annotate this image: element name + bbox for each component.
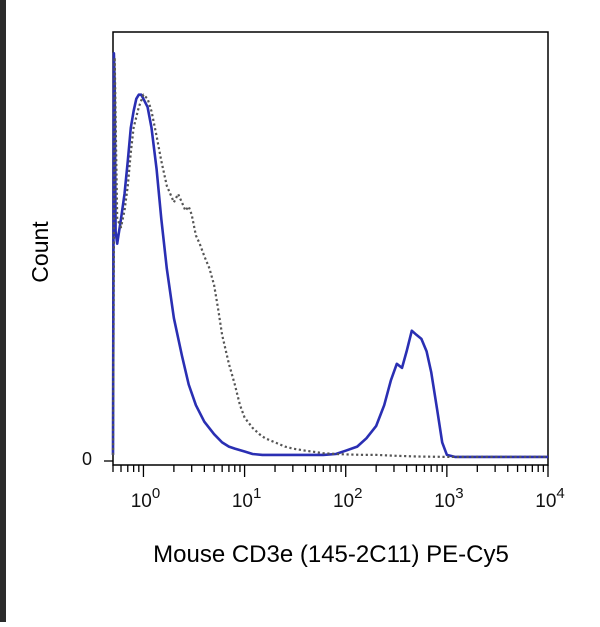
x-axis-label: Mouse CD3e (145-2C11) PE-Cy5 — [153, 541, 509, 568]
x-tick-base: 10 — [131, 491, 152, 512]
x-tick-exponent: 4 — [556, 485, 564, 502]
x-tick-exponent: 3 — [455, 485, 463, 502]
x-tick-exponent: 2 — [354, 485, 362, 502]
x-tick-label: 102 — [333, 485, 362, 512]
x-tick-label: 103 — [434, 485, 463, 512]
series-line-stained — [111, 51, 548, 459]
x-tick-label: 101 — [232, 485, 261, 512]
x-tick-base: 10 — [232, 491, 253, 512]
x-tick-exponent: 1 — [253, 485, 261, 502]
window-edge — [0, 0, 6, 622]
x-tick-exponent: 0 — [152, 485, 160, 502]
x-tick-label: 104 — [535, 485, 564, 512]
x-tick-label: 100 — [131, 485, 160, 512]
x-tick-base: 10 — [535, 491, 556, 512]
y-tick-label: 0 — [82, 449, 92, 469]
y-axis-label: Count — [27, 221, 53, 283]
x-tick-base: 10 — [434, 491, 455, 512]
series-line-control — [111, 56, 548, 458]
plot-frame — [112, 31, 549, 466]
x-tick-base: 10 — [333, 491, 354, 512]
